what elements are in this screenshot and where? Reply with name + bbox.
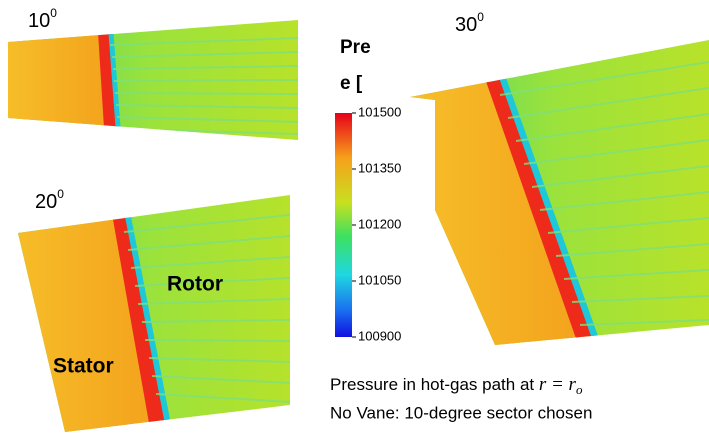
region-label: Rotor (167, 273, 223, 296)
colorbar-tick-label: 101200 (358, 216, 401, 231)
colorbar-tick-label: 101050 (358, 272, 401, 287)
colorbar-tick-label: 100900 (358, 328, 401, 343)
colorbar-tick-label: 101500 (358, 104, 401, 119)
panel-label: 300 (455, 10, 484, 36)
colorbar (335, 113, 352, 337)
region-label: Stator (53, 355, 114, 378)
caption: Pressure in hot-gas path at r = ro (330, 374, 583, 397)
contour-30 (410, 40, 709, 345)
panel-label: 200 (35, 187, 64, 213)
colorbar-ticks: 101500 101350 101200 101050 100900 (352, 104, 401, 343)
panel-label: 100 (28, 6, 57, 32)
caption: No Vane: 10-degree sector chosen (330, 403, 592, 422)
colorbar-title: e [ (340, 73, 363, 94)
contour-20 (18, 195, 290, 432)
colorbar-title: Pre (340, 37, 371, 58)
colorbar-tick-label: 101350 (358, 160, 401, 175)
